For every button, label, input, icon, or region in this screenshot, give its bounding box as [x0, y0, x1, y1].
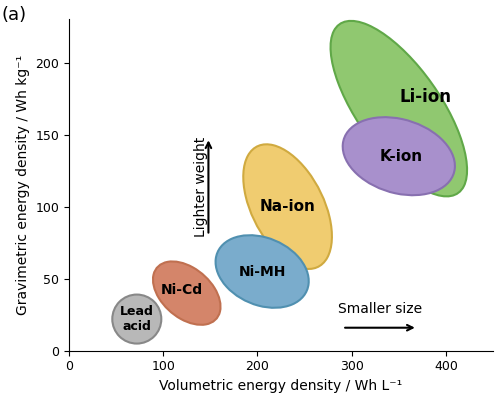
Text: Ni-MH: Ni-MH — [238, 264, 286, 278]
Text: (a): (a) — [1, 6, 26, 24]
X-axis label: Volumetric energy density / Wh L⁻¹: Volumetric energy density / Wh L⁻¹ — [160, 379, 402, 393]
Text: Li-ion: Li-ion — [399, 88, 451, 106]
Text: Smaller size: Smaller size — [338, 302, 422, 316]
Y-axis label: Gravimetric energy density / Wh kg⁻¹: Gravimetric energy density / Wh kg⁻¹ — [16, 55, 30, 315]
Ellipse shape — [216, 235, 308, 308]
Ellipse shape — [244, 144, 332, 269]
Text: Lighter weight: Lighter weight — [194, 136, 208, 236]
Text: Ni-Cd: Ni-Cd — [161, 283, 203, 297]
Ellipse shape — [342, 117, 455, 195]
Text: Lead
acid: Lead acid — [120, 305, 154, 333]
Ellipse shape — [112, 294, 162, 344]
Text: Na-ion: Na-ion — [260, 199, 316, 214]
Ellipse shape — [330, 21, 467, 196]
Text: K-ion: K-ion — [379, 149, 422, 164]
Ellipse shape — [153, 262, 220, 325]
